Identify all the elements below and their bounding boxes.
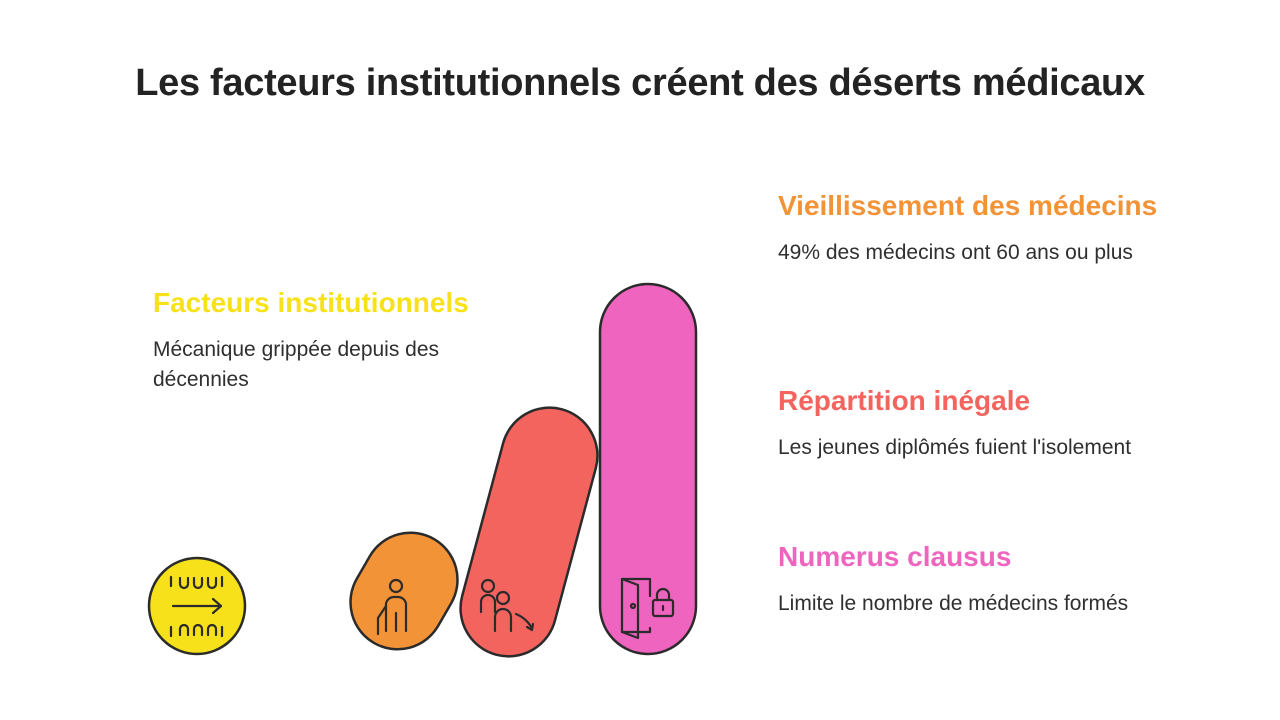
numerus-clausus-desc: Limite le nombre de médecins formés (778, 592, 1129, 615)
institutional-factors-block: Facteurs institutionnels Mécanique gripp… (153, 284, 473, 395)
institutional-factors-shape (147, 556, 247, 656)
numerus-clausus-shape (598, 282, 698, 656)
page-title: Les facteurs institutionnels créent des … (135, 62, 1145, 104)
aging-doctors-heading: Vieillissement des médecins (778, 190, 1158, 221)
pressure-arrow-icon (169, 575, 224, 638)
institutional-factors-heading: Facteurs institutionnels (153, 287, 469, 318)
unequal-distribution-shape (459, 406, 599, 658)
aging-doctors-shape (349, 531, 459, 651)
people-leaving-icon (479, 578, 535, 633)
unequal-distribution-desc: Les jeunes diplômés fuient l'isolement (778, 436, 1132, 459)
aging-doctors-desc: 49% des médecins ont 60 ans ou plus (778, 241, 1133, 264)
institutional-factors-desc: Mécanique grippée depuis des décennies (153, 338, 440, 391)
unequal-distribution-block: Répartition inégale Les jeunes diplômés … (778, 382, 1158, 463)
numerus-clausus-block: Numerus clausus Limite le nombre de méde… (778, 538, 1158, 619)
aging-doctors-block: Vieillissement des médecins 49% des méde… (778, 187, 1158, 268)
unequal-distribution-heading: Répartition inégale (778, 385, 1031, 416)
locked-door-icon (620, 577, 675, 640)
elderly-person-icon (376, 578, 408, 636)
numerus-clausus-heading: Numerus clausus (778, 541, 1012, 572)
